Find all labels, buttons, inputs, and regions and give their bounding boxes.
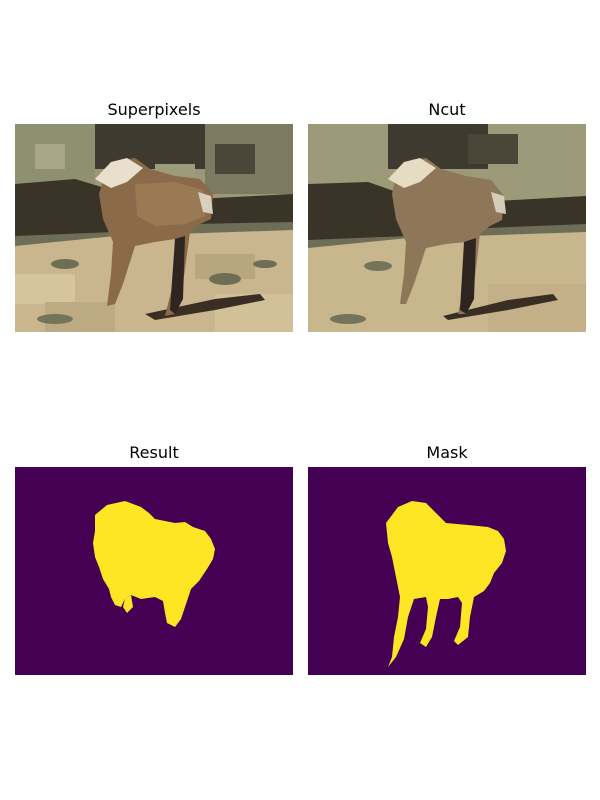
superpixels-title: Superpixels — [107, 100, 201, 119]
result-title: Result — [129, 443, 179, 462]
ncut-title: Ncut — [428, 100, 466, 119]
result-image — [15, 467, 293, 675]
ncut-image — [308, 124, 586, 332]
mask-title: Mask — [426, 443, 468, 462]
superpixels-image — [15, 124, 293, 332]
mask-image — [308, 467, 586, 675]
